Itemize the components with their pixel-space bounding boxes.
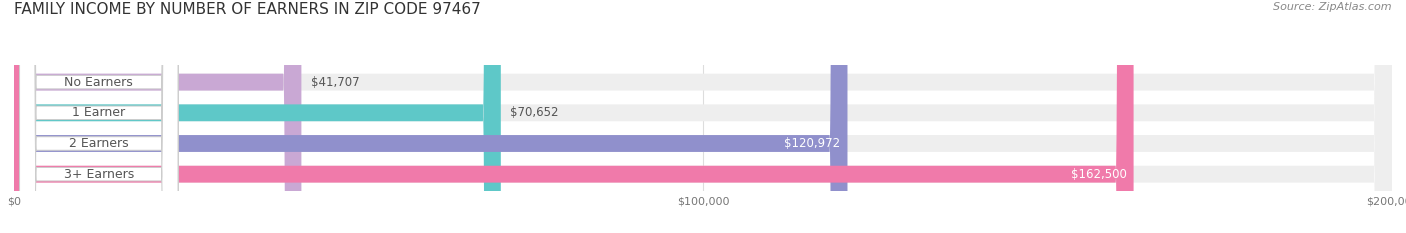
- Text: FAMILY INCOME BY NUMBER OF EARNERS IN ZIP CODE 97467: FAMILY INCOME BY NUMBER OF EARNERS IN ZI…: [14, 2, 481, 17]
- Text: $120,972: $120,972: [785, 137, 841, 150]
- Text: No Earners: No Earners: [65, 76, 134, 89]
- FancyBboxPatch shape: [14, 0, 1392, 233]
- Text: $162,500: $162,500: [1071, 168, 1126, 181]
- Text: $70,652: $70,652: [510, 106, 560, 119]
- FancyBboxPatch shape: [14, 0, 301, 233]
- FancyBboxPatch shape: [20, 0, 179, 233]
- FancyBboxPatch shape: [14, 0, 1133, 233]
- Text: 1 Earner: 1 Earner: [72, 106, 125, 119]
- Text: 2 Earners: 2 Earners: [69, 137, 128, 150]
- FancyBboxPatch shape: [20, 0, 179, 233]
- FancyBboxPatch shape: [20, 0, 179, 233]
- Text: Source: ZipAtlas.com: Source: ZipAtlas.com: [1274, 2, 1392, 12]
- FancyBboxPatch shape: [14, 0, 1392, 233]
- FancyBboxPatch shape: [14, 0, 501, 233]
- Text: 3+ Earners: 3+ Earners: [63, 168, 134, 181]
- FancyBboxPatch shape: [14, 0, 848, 233]
- FancyBboxPatch shape: [20, 0, 179, 233]
- Text: $41,707: $41,707: [311, 76, 360, 89]
- FancyBboxPatch shape: [14, 0, 1392, 233]
- FancyBboxPatch shape: [14, 0, 1392, 233]
